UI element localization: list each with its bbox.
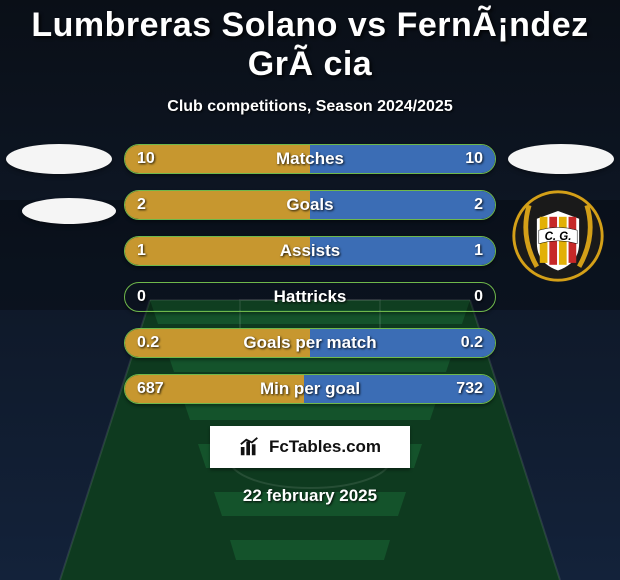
stat-fill-right — [310, 191, 495, 219]
stat-value-right: 10 — [465, 150, 483, 168]
footer-date: 22 february 2025 — [0, 486, 620, 506]
stat-value-left: 10 — [137, 150, 155, 168]
stat-value-left: 2 — [137, 196, 146, 214]
stat-fill-right — [310, 237, 495, 265]
stat-row: Hattricks0 0 — [124, 282, 496, 312]
stat-value-left: 687 — [137, 380, 164, 398]
stat-value-right: 2 — [474, 196, 483, 214]
stat-row: Goals22 — [124, 190, 496, 220]
page-subtitle: Club competitions, Season 2024/2025 — [0, 98, 620, 116]
stat-fill-left — [125, 191, 310, 219]
club-crest: C. G. — [510, 188, 606, 284]
site-badge: FcTables.com — [210, 426, 410, 468]
stat-value-right: 1 — [474, 242, 483, 260]
crest-letters: C. G. — [545, 231, 572, 243]
player-left-avatar-2 — [22, 198, 116, 224]
page-title: Lumbreras Solano vs FernÃ¡ndez GrÃ cia — [0, 6, 620, 84]
stat-value-right: 732 — [456, 380, 483, 398]
player-right-avatar-1 — [508, 144, 614, 174]
stat-label: Hattricks — [125, 287, 495, 307]
stat-value-left: 0 — [137, 288, 146, 306]
site-name: FcTables.com — [269, 437, 381, 457]
stat-value-left: 1 — [137, 242, 146, 260]
stat-row: Matches1010 — [124, 144, 496, 174]
stat-row: Min per goal687732 — [124, 374, 496, 404]
player-left-avatar-1 — [6, 144, 112, 174]
stat-value-left: 0.2 — [137, 334, 159, 352]
comparison-bars: C. G. Matches1010Goals22Assists11Hattric… — [0, 144, 620, 404]
stat-row: Assists11 — [124, 236, 496, 266]
stat-value-right: 0.2 — [461, 334, 483, 352]
stat-row: Goals per match0.20.2 — [124, 328, 496, 358]
stat-fill-left — [125, 237, 310, 265]
stat-value-right: 0 — [474, 288, 483, 306]
barchart-icon — [239, 436, 261, 458]
